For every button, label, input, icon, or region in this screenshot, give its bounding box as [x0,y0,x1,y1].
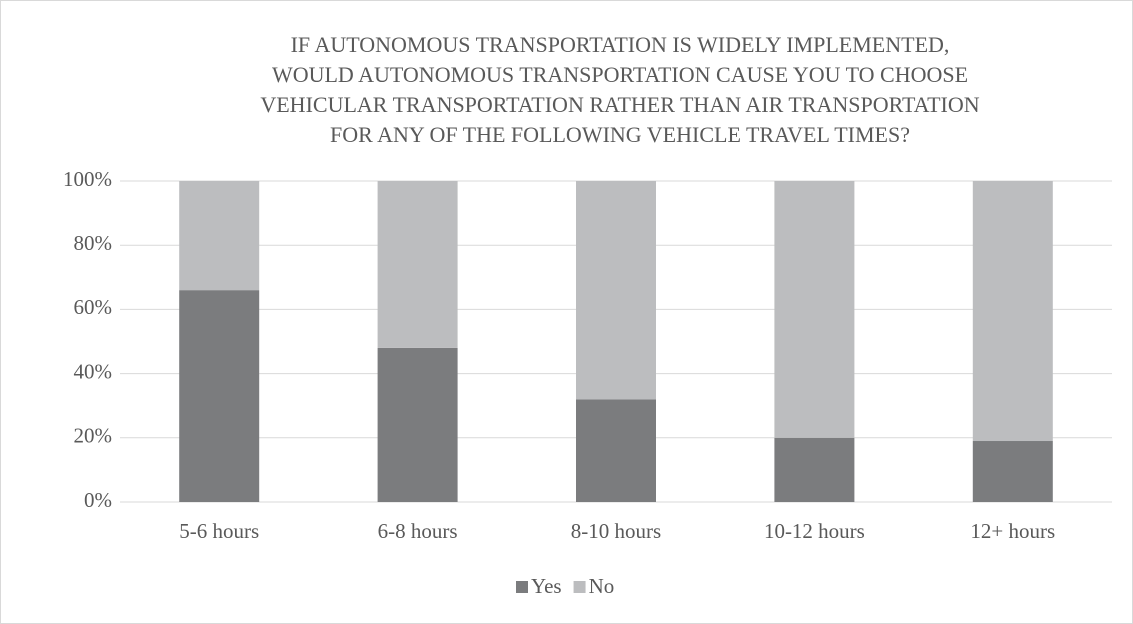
y-tick-label: 100% [63,167,112,191]
x-tick-label: 10-12 hours [764,519,865,543]
y-tick-label: 0% [84,488,112,512]
legend-label: No [589,574,615,598]
x-tick-label: 12+ hours [970,519,1055,543]
chart-title: WOULD AUTONOMOUS TRANSPORTATION CAUSE YO… [272,62,968,87]
x-tick-label: 5-6 hours [179,519,259,543]
y-tick-label: 80% [74,231,113,255]
bar-segment [576,399,656,502]
bar-segment [774,181,855,438]
chart-title: VEHICULAR TRANSPORTATION RATHER THAN AIR… [260,92,979,117]
bar-segment [179,290,260,502]
chart-title: FOR ANY OF THE FOLLOWING VEHICLE TRAVEL … [330,122,910,147]
bar-segment [972,441,1053,502]
y-tick-label: 40% [74,359,113,383]
legend-label: Yes [531,574,562,598]
x-tick-label: 8-10 hours [571,519,661,543]
y-tick-label: 20% [74,424,113,448]
bar-segment [377,347,458,502]
bar-segment [179,181,260,291]
legend-swatch [573,581,586,593]
bar-segment [377,181,458,348]
y-tick-label: 60% [74,295,113,319]
legend-swatch [516,581,528,593]
chart-title: IF AUTONOMOUS TRANSPORTATION IS WIDELY I… [291,32,950,57]
bar-segment [576,181,656,400]
bar-segment [774,437,855,502]
x-tick-label: 6-8 hours [378,519,458,543]
bar-segment [972,181,1053,442]
